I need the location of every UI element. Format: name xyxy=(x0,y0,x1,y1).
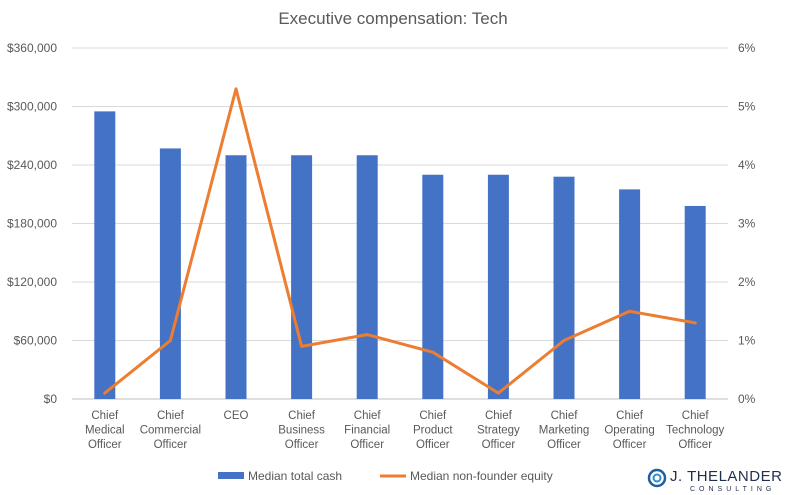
left-tick-label: $300,000 xyxy=(7,100,57,114)
company-logo: J. THELANDER CONSULTING xyxy=(647,468,782,493)
right-tick-label: 1% xyxy=(738,334,756,348)
left-tick-label: $360,000 xyxy=(7,41,57,55)
line-series xyxy=(103,87,697,395)
line-point xyxy=(103,391,107,395)
line-point xyxy=(365,333,369,337)
logo-subtitle: CONSULTING xyxy=(690,486,775,493)
logo-name: J. THELANDER xyxy=(670,468,782,485)
left-tick-label: $60,000 xyxy=(14,334,58,348)
bar-series xyxy=(94,111,706,399)
line-point xyxy=(431,350,435,354)
line-point xyxy=(168,339,172,342)
left-tick-label: $0 xyxy=(44,392,58,406)
right-tick-label: 2% xyxy=(738,275,756,289)
category-label: Chief Financial Officer xyxy=(344,410,390,451)
line-point xyxy=(693,321,697,325)
legend-line-label: Median non-founder equity xyxy=(410,469,553,483)
equity-line xyxy=(103,87,697,395)
category-label: Chief Medical Officer xyxy=(85,410,125,451)
left-tick-label: $120,000 xyxy=(7,275,57,289)
category-label: Chief Technology Officer xyxy=(666,410,724,451)
legend-bar-label: Median total cash xyxy=(248,469,342,483)
bar xyxy=(225,155,247,399)
category-label: Chief Operating Officer xyxy=(604,410,655,451)
bar xyxy=(291,155,313,399)
logo-swirl-inner-icon xyxy=(652,473,662,483)
left-tick-label: $180,000 xyxy=(7,217,57,231)
bar xyxy=(94,111,116,399)
line-point xyxy=(300,344,304,348)
category-label: Chief Marketing Officer xyxy=(539,410,590,451)
legend: Median total cash Median non-founder equ… xyxy=(218,469,553,483)
bar xyxy=(487,174,509,399)
line-point xyxy=(496,391,500,395)
right-axis: 0% 1% 2% 3% 4% 5% 6% xyxy=(738,41,756,406)
line-point xyxy=(234,87,238,91)
left-axis: $0 $60,000 $120,000 $180,000 $240,000 $300,00… xyxy=(7,41,57,406)
bar xyxy=(422,174,444,399)
right-tick-label: 0% xyxy=(738,392,756,406)
category-labels: Chief Medical Officer Chief Commercial Office… xyxy=(85,410,725,451)
logo-swirl-icon xyxy=(647,468,667,488)
category-label: Chief Strategy Officer xyxy=(477,410,520,451)
legend-bar-swatch xyxy=(218,472,244,479)
category-label: CEO xyxy=(224,410,249,422)
bar xyxy=(619,189,641,399)
category-label: Chief Business Officer xyxy=(278,410,325,451)
gridlines xyxy=(72,47,728,400)
bar xyxy=(553,176,575,399)
line-point xyxy=(628,309,632,313)
bar xyxy=(684,205,706,399)
right-tick-label: 3% xyxy=(738,217,756,231)
left-tick-label: $240,000 xyxy=(7,158,57,172)
bar xyxy=(159,148,181,399)
right-tick-label: 5% xyxy=(738,100,756,114)
chart-title: Executive compensation: Tech xyxy=(278,9,507,28)
bar xyxy=(356,155,378,399)
category-label: Chief Product Officer xyxy=(413,410,453,451)
category-label: Chief Commercial Officer xyxy=(140,410,201,451)
right-tick-label: 4% xyxy=(738,158,756,172)
line-point xyxy=(562,339,566,342)
right-tick-label: 6% xyxy=(738,41,756,55)
